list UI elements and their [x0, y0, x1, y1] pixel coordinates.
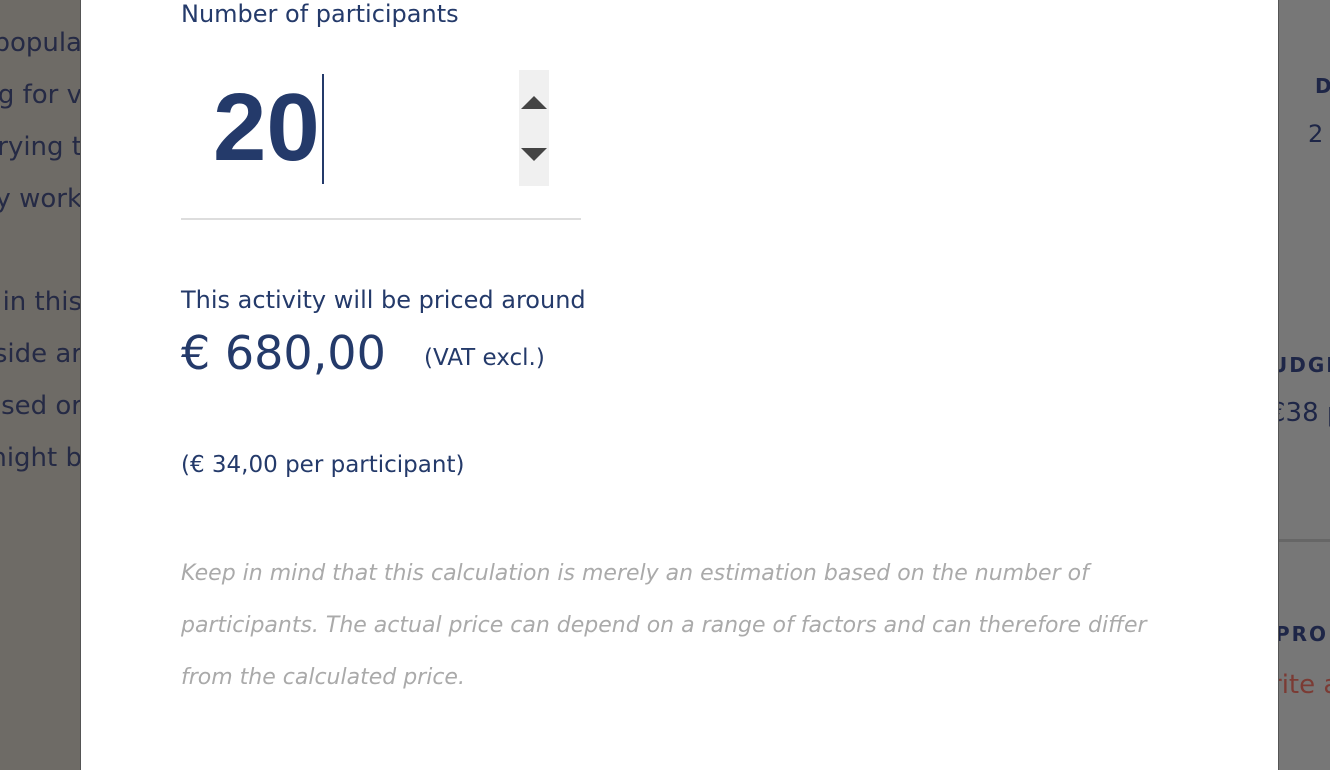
disclaimer: Keep in mind that this calculation is me…: [181, 561, 1147, 690]
background-text: ng for v: [0, 80, 80, 110]
text-caret: [322, 74, 324, 184]
background-text: side ar: [0, 339, 80, 369]
background-link: rite a: [1277, 670, 1330, 700]
number-spinner[interactable]: [519, 70, 549, 186]
decrement-arrow-icon[interactable]: [521, 148, 547, 161]
background-text: popula: [0, 28, 80, 58]
background-text: trying t: [0, 132, 80, 162]
divider: [1277, 539, 1330, 542]
per-participant-price: (€ 34,00 per participant): [181, 452, 465, 478]
total-price: € 680,00: [181, 326, 386, 380]
participants-label: Number of participants: [181, 0, 459, 28]
background-page-right: D 2 UDGE €38 p PRO rite a: [1277, 0, 1330, 770]
background-heading: PRO: [1277, 622, 1329, 646]
background-text: ised or: [0, 391, 80, 421]
participants-value[interactable]: 20: [213, 74, 320, 181]
background-heading: UDGE: [1277, 353, 1330, 377]
background-page-left: popula ng for v trying t by work in this…: [0, 0, 80, 770]
background-text: by work: [0, 184, 80, 214]
increment-arrow-icon[interactable]: [521, 96, 547, 109]
background-text: in this: [2, 287, 80, 317]
input-underline: [181, 218, 581, 220]
price-intro: This activity will be priced around: [181, 286, 586, 314]
background-text: night b: [0, 443, 80, 473]
price-calculator-modal: Number of participants 20 This activity …: [80, 0, 1279, 770]
background-text: €38 p: [1277, 398, 1330, 428]
background-heading: D: [1315, 74, 1330, 98]
vat-note: (VAT excl.): [424, 345, 545, 371]
background-text: 2: [1308, 120, 1324, 148]
participants-input[interactable]: 20: [181, 70, 549, 186]
